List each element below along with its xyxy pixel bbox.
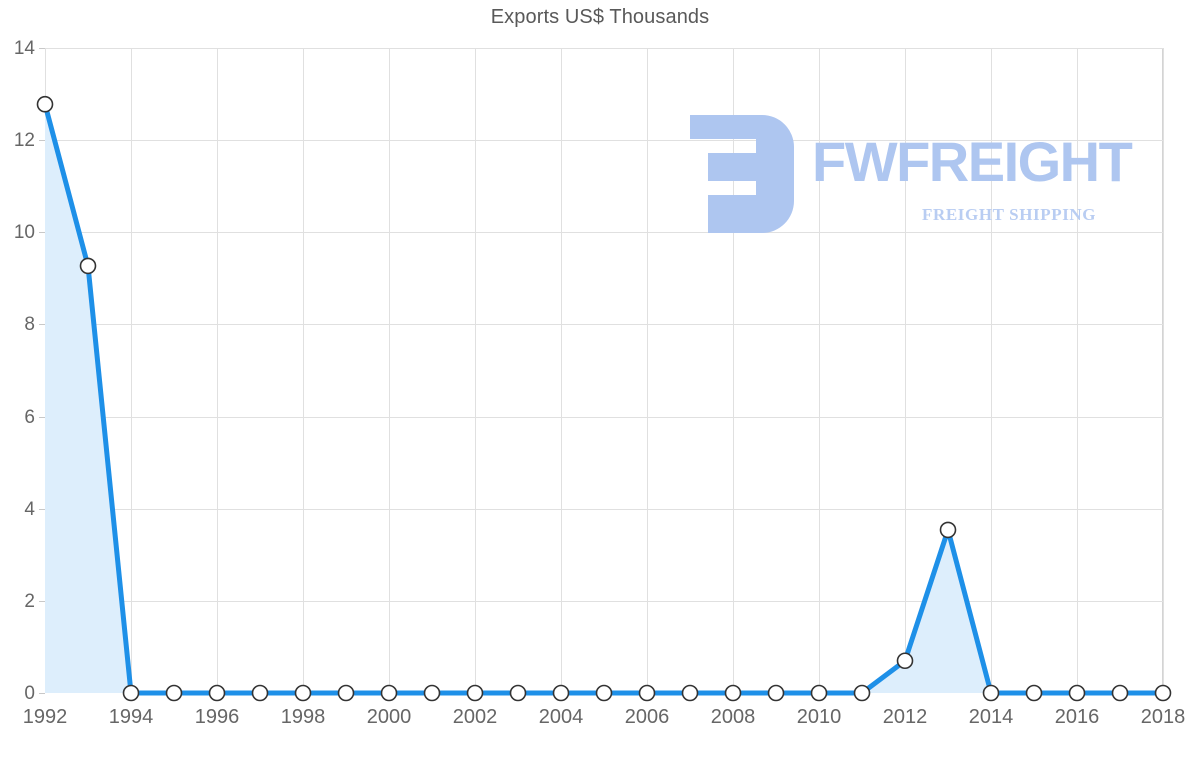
gridline-vertical [647,48,648,693]
data-point-marker[interactable] [681,684,699,702]
chart-title: Exports US$ Thousands [490,6,710,28]
x-tick-label: 2002 [452,706,498,728]
y-tick-mark [39,508,45,510]
gridline-horizontal [45,324,1163,326]
x-tick-label: 1994 [108,706,154,728]
x-tick-label: 2008 [710,706,756,728]
gridline-horizontal [45,48,1163,49]
data-point-marker[interactable] [79,257,97,275]
y-tick-label: 14 [13,38,35,59]
gridline-vertical [1077,48,1078,693]
x-tick-label: 2006 [624,706,670,728]
area-fill [45,104,1163,693]
data-point-marker[interactable] [638,684,656,702]
data-point-marker[interactable] [294,684,312,702]
x-tick-label: 1998 [280,706,326,728]
gridline-vertical [819,48,820,693]
y-tick-label: 0 [24,683,35,704]
gridline-vertical [905,48,906,693]
x-tick-label: 2010 [796,706,842,728]
gridline-horizontal [45,140,1163,142]
y-tick-mark [39,140,45,142]
data-point-marker[interactable] [982,684,1000,702]
y-tick-label: 10 [13,222,35,244]
data-point-marker[interactable] [337,684,355,702]
data-point-marker[interactable] [1154,684,1172,702]
y-tick-mark [39,232,45,234]
series-layer [36,95,1172,702]
axis-border-right [1162,48,1163,693]
series-line [42,101,1166,696]
gridline-vertical [303,48,304,693]
x-tick-label: 2016 [1054,706,1100,728]
x-tick-label: 2014 [968,706,1014,728]
data-point-markers [36,95,1172,702]
data-point-marker[interactable] [767,684,785,702]
x-tick-label: 2000 [366,706,412,728]
y-tick-label: 8 [24,314,35,336]
data-point-marker[interactable] [251,684,269,702]
gridline-vertical [389,48,390,693]
plot-area: FWFREIGHT FREIGHT SHIPPING [36,48,1172,702]
y-tick-label: 6 [24,406,35,428]
data-point-marker[interactable] [122,684,140,702]
y-tick-label: 2 [24,590,35,612]
data-point-marker[interactable] [509,684,527,702]
x-tick-label: 2004 [538,706,584,728]
data-point-marker[interactable] [165,684,183,702]
x-tick-label: 2012 [882,706,928,728]
gridline-horizontal [45,232,1163,234]
data-point-marker[interactable] [423,684,441,702]
gridline-vertical [561,48,562,693]
gridline-vertical [1163,48,1164,693]
gridline-vertical [733,48,734,693]
gridline-vertical [475,48,476,693]
data-point-marker[interactable] [1068,684,1086,702]
gridline-vertical [131,48,132,693]
x-tick-label: 2018 [1140,706,1186,728]
gridline-vertical [991,48,992,693]
data-point-marker[interactable] [595,684,613,702]
data-point-marker[interactable] [36,95,54,113]
data-point-marker[interactable] [810,684,828,702]
data-point-marker[interactable] [1111,684,1129,702]
gridline-horizontal [45,416,1163,418]
y-tick-mark [39,416,45,418]
data-point-marker[interactable] [896,652,914,670]
data-point-marker[interactable] [724,684,742,702]
y-tick-mark [39,693,45,694]
data-point-marker[interactable] [466,684,484,702]
x-tick-label: 1992 [22,706,68,728]
data-point-marker[interactable] [380,684,398,702]
gridline-horizontal [45,600,1163,602]
data-point-marker[interactable] [853,684,871,702]
data-point-marker[interactable] [939,521,957,539]
data-point-marker[interactable] [208,684,226,702]
data-point-marker[interactable] [1025,684,1043,702]
gridline-vertical [217,48,218,693]
x-tick-label: 1996 [194,706,240,728]
y-tick-label: 4 [24,498,35,520]
data-point-marker[interactable] [552,684,570,702]
y-tick-mark [39,600,45,602]
y-tick-mark [39,48,45,49]
y-tick-mark [39,324,45,326]
gridline-horizontal [45,508,1163,510]
y-tick-label: 12 [13,130,35,152]
